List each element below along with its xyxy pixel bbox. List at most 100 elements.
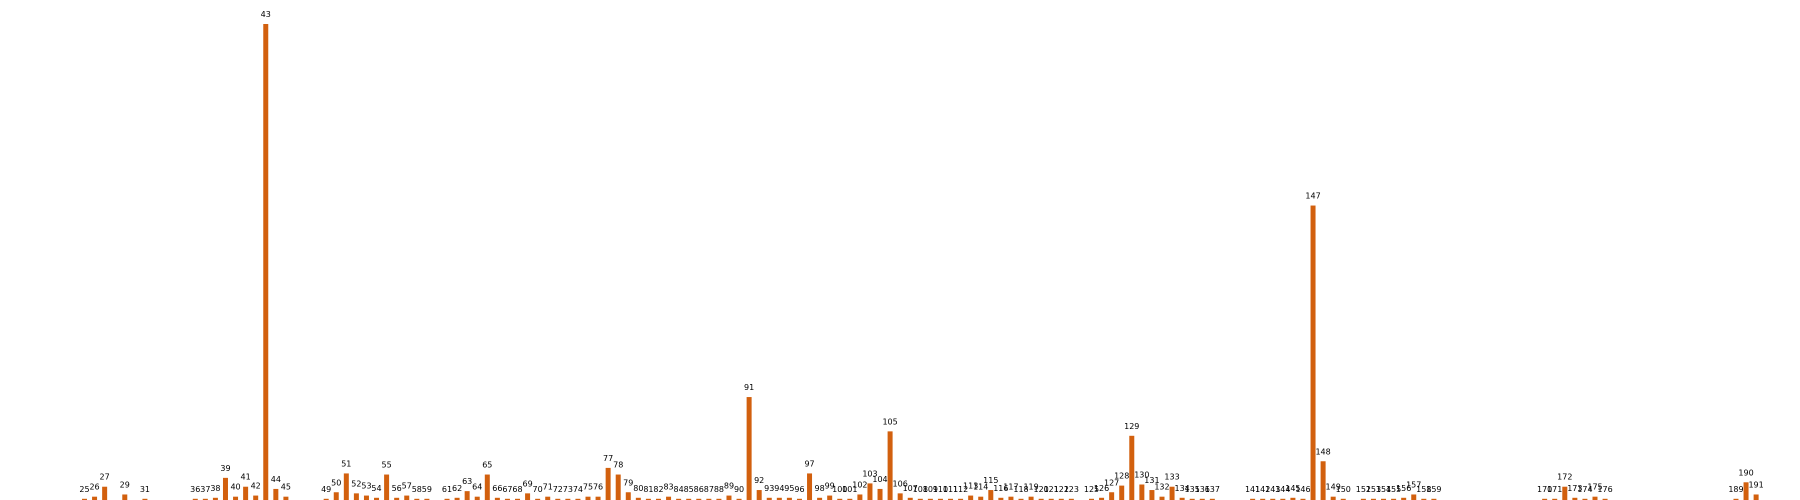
bar-label-49: 49	[321, 485, 331, 494]
bar-145	[1290, 497, 1296, 500]
bar-152	[1360, 498, 1366, 500]
bar-126	[1099, 497, 1105, 500]
bar-label-68: 68	[512, 485, 522, 494]
bar-label-91: 91	[744, 383, 754, 392]
bar-131	[1149, 490, 1155, 500]
bar-122	[1058, 498, 1064, 500]
bar-label-125: 125	[1084, 485, 1099, 494]
bar-label-114: 114	[973, 483, 988, 492]
bar-label-73: 73	[563, 485, 573, 494]
bar-label-51: 51	[341, 459, 351, 468]
bar-86	[696, 498, 702, 500]
bar-134	[1179, 497, 1185, 500]
bar-26	[92, 496, 98, 500]
bar-150	[1340, 498, 1346, 500]
bar-label-107: 107	[903, 484, 918, 493]
bar-label-84: 84	[674, 485, 684, 494]
bar-label-98: 98	[815, 484, 825, 493]
bar-105	[887, 431, 893, 500]
bar-label-106: 106	[893, 479, 908, 488]
bar-label-25: 25	[79, 485, 89, 494]
bar-72	[555, 498, 561, 500]
bar-128	[1119, 485, 1125, 500]
bar-132	[1159, 496, 1165, 500]
bar-label-189: 189	[1728, 485, 1743, 494]
bar-50	[333, 492, 339, 500]
bar-85	[686, 498, 692, 500]
bar-143	[1270, 498, 1276, 500]
bar-label-129: 129	[1124, 422, 1139, 431]
bar-159	[1431, 498, 1437, 500]
bar-170	[1542, 498, 1548, 500]
bar-label-135: 135	[1185, 485, 1200, 494]
bar-label-78: 78	[613, 461, 623, 470]
bar-75	[585, 496, 591, 500]
bar-106	[897, 493, 903, 500]
bar-label-36: 36	[190, 485, 200, 494]
bar-135	[1189, 498, 1195, 500]
bar-130	[1139, 484, 1145, 500]
bar-49	[323, 498, 329, 500]
bar-36	[192, 498, 198, 500]
bar-label-103: 103	[862, 469, 877, 478]
bar-141	[1250, 498, 1256, 500]
bar-129	[1129, 435, 1135, 500]
bar-label-89: 89	[724, 482, 734, 491]
bar-label-63: 63	[462, 477, 472, 486]
bar-label-54: 54	[371, 484, 381, 493]
bar-label-153: 153	[1366, 485, 1381, 494]
bar-127	[1109, 492, 1115, 500]
bar-label-52: 52	[351, 479, 361, 488]
bar-label-172: 172	[1557, 473, 1572, 482]
bar-113	[968, 495, 974, 500]
bar-157	[1411, 494, 1417, 500]
bar-label-126: 126	[1094, 484, 1109, 493]
bar-116	[998, 497, 1004, 500]
bar-125	[1089, 498, 1094, 500]
bar-42	[253, 495, 259, 500]
bar-label-102: 102	[852, 480, 867, 489]
bar-label-131: 131	[1144, 476, 1159, 485]
bar-37	[202, 498, 208, 500]
bar-104	[877, 488, 883, 500]
bar-63	[464, 491, 470, 500]
bar-111	[948, 498, 954, 500]
bar-93	[766, 497, 772, 500]
bar-label-118: 118	[1013, 485, 1028, 494]
bar-label-145: 145	[1285, 484, 1300, 493]
bar-43	[263, 24, 269, 500]
bar-label-159: 159	[1426, 485, 1441, 494]
bar-25	[82, 498, 87, 500]
bar-label-50: 50	[331, 478, 341, 487]
bar-62	[454, 497, 460, 500]
bar-99	[827, 495, 833, 500]
bar-label-113: 113	[963, 482, 978, 491]
bar-149	[1330, 496, 1336, 500]
bar-103	[867, 483, 873, 500]
bar-label-95: 95	[784, 484, 794, 493]
bar-133	[1169, 486, 1175, 500]
bar-label-176: 176	[1597, 485, 1612, 494]
bar-174	[1582, 498, 1588, 500]
bar-label-79: 79	[623, 478, 633, 487]
bar-label-38: 38	[210, 484, 220, 493]
bars-group	[82, 24, 1759, 500]
bar-label-136: 136	[1195, 485, 1210, 494]
bar-65	[484, 474, 490, 500]
bar-label-157: 157	[1406, 480, 1421, 489]
bar-137	[1209, 498, 1215, 500]
bar-44	[273, 488, 279, 500]
bar-label-156: 156	[1396, 484, 1411, 493]
bar-label-62: 62	[452, 484, 462, 493]
bar-label-37: 37	[200, 485, 210, 494]
bar-41	[243, 486, 249, 500]
bar-59	[424, 498, 430, 500]
bar-label-64: 64	[472, 483, 482, 492]
bar-94	[776, 497, 782, 500]
bar-171	[1552, 498, 1558, 500]
bar-label-93: 93	[764, 484, 774, 493]
bar-53	[363, 495, 369, 500]
bar-label-146: 146	[1295, 485, 1310, 494]
bar-label-123: 123	[1064, 485, 1079, 494]
bar-label-148: 148	[1315, 447, 1330, 456]
